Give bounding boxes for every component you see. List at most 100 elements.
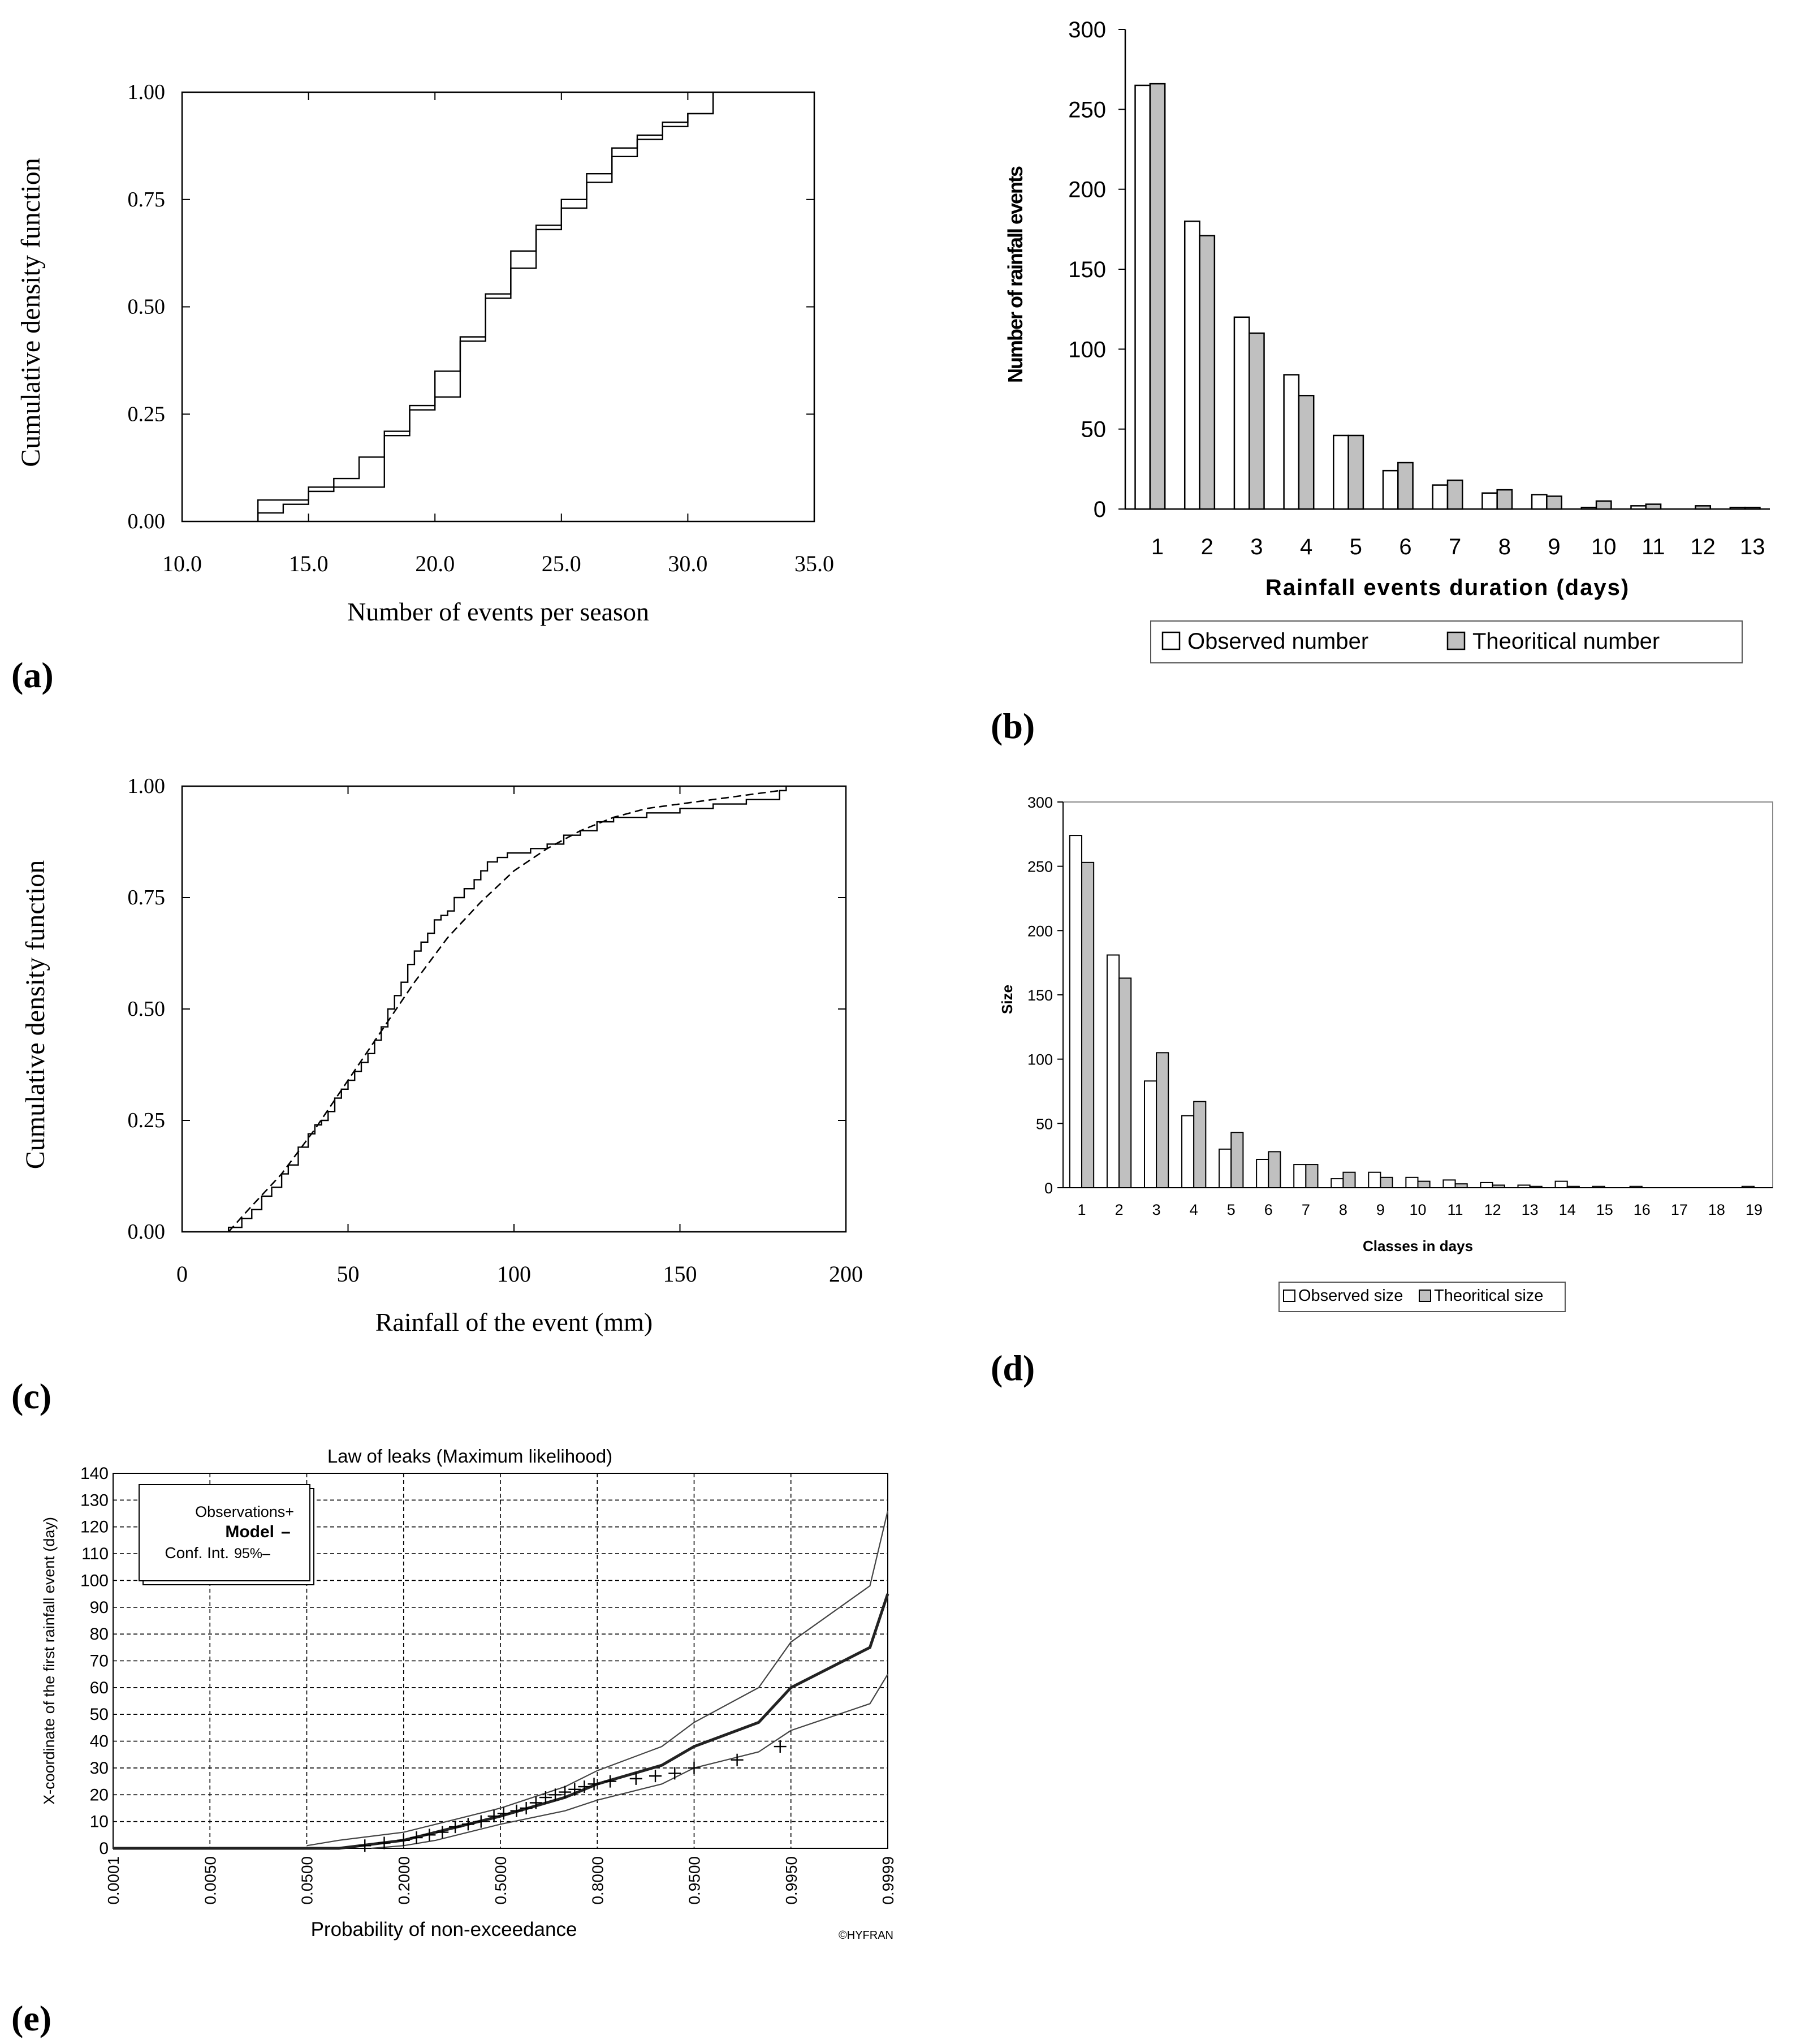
x-tick-label: 15.0	[289, 551, 329, 576]
x-tick-label: 13	[1740, 534, 1765, 559]
bar-theoretical	[1193, 1101, 1207, 1188]
x-tick-label: 10.0	[162, 551, 202, 576]
x-tick-label: 3	[1250, 534, 1263, 559]
bar-observed	[1368, 1171, 1381, 1188]
plot-frame	[181, 91, 815, 523]
y-tick-label: 300	[1027, 794, 1053, 811]
chart-title: Law of leaks (Maximum likelihood)	[327, 1446, 612, 1467]
bar-observed	[1517, 1184, 1531, 1189]
bar-observed	[1592, 1185, 1605, 1188]
bar-observed	[1405, 1176, 1419, 1188]
y-tick-label: 130	[80, 1491, 109, 1510]
legend-label: Observed number	[1187, 629, 1368, 654]
x-tick-label: 15	[1596, 1201, 1613, 1218]
x-axis-label: Number of events per season	[347, 597, 649, 626]
legend-box-inner	[139, 1484, 310, 1581]
x-tick-label: 0.9500	[686, 1856, 703, 1905]
y-tick-label: 0	[99, 1839, 109, 1858]
bar-observed	[1442, 1179, 1456, 1189]
x-axis-label: Classes in days	[1363, 1237, 1473, 1254]
observation-point	[520, 1801, 533, 1814]
observation-point	[529, 1796, 542, 1809]
y-tick-label: 20	[90, 1786, 109, 1804]
bar-theoretical	[1118, 977, 1132, 1188]
x-tick-label: 1	[1151, 534, 1164, 559]
legend-ci-label: Conf. Int.	[165, 1544, 229, 1562]
x-tick-label: 100	[497, 1261, 531, 1287]
cdf-step-line-0	[227, 786, 787, 1232]
x-tick-label: 0.9950	[783, 1856, 800, 1905]
x-tick-label: 0.2000	[395, 1856, 413, 1905]
y-tick-label: 60	[90, 1679, 109, 1697]
y-tick-label: 50	[1081, 417, 1107, 442]
x-tick-label: 0.0001	[105, 1856, 122, 1905]
bar-theoretical	[1446, 479, 1463, 510]
bar-theoretical	[1380, 1176, 1393, 1188]
observation-point	[410, 1831, 423, 1844]
x-tick-label: 0	[176, 1261, 188, 1287]
y-tick-label: 100	[1068, 337, 1106, 362]
observation-point	[436, 1826, 449, 1839]
x-tick-label: 20.0	[415, 551, 455, 576]
observation-point	[358, 1839, 372, 1852]
ci-upper-curve	[306, 1511, 889, 1847]
y-tick-label: 140	[80, 1464, 109, 1483]
x-tick-label: 6	[1264, 1201, 1273, 1218]
legend-observations: Observations+	[195, 1503, 294, 1520]
y-tick-label: 150	[1027, 987, 1053, 1004]
y-tick-label: 50	[1036, 1115, 1053, 1132]
observation-point	[510, 1804, 523, 1817]
panel-label-d: (d)	[991, 1348, 1035, 1388]
observation-point	[449, 1821, 462, 1834]
bar-theoretical	[1595, 500, 1612, 510]
x-tick-label: 8	[1339, 1201, 1347, 1218]
bar-observed	[1106, 954, 1120, 1188]
bar-theoretical	[1645, 503, 1662, 510]
bar-observed	[1233, 316, 1250, 510]
legend-swatch	[1161, 631, 1181, 650]
observation-point	[731, 1753, 744, 1766]
panel-label-c: (c)	[11, 1376, 51, 1416]
x-tick-label: 0.5000	[492, 1856, 509, 1905]
credit-label: ©HYFRAN	[839, 1929, 893, 1942]
bar-theoretical	[1529, 1185, 1543, 1188]
bar-observed	[1331, 1178, 1344, 1189]
x-tick-label: 7	[1449, 534, 1461, 559]
x-tick-label: 10	[1409, 1201, 1426, 1218]
y-tick-label: 0.00	[128, 1220, 166, 1244]
y-tick-label: 1.00	[128, 80, 166, 104]
bar-theoretical	[1347, 434, 1364, 510]
cdf-fitted-dashed-line	[228, 790, 780, 1232]
x-tick-label: 16	[1634, 1201, 1651, 1218]
x-tick-label: 9	[1376, 1201, 1385, 1218]
observation-point	[378, 1836, 391, 1849]
x-axis-label: Rainfall of the event (mm)	[375, 1308, 653, 1336]
x-tick-label: 0.0500	[299, 1856, 316, 1905]
x-tick-label: 17	[1671, 1201, 1688, 1218]
x-tick-label: 3	[1152, 1201, 1161, 1218]
legend-ci-level: 95%–	[234, 1546, 270, 1562]
bar-theoretical	[1496, 489, 1513, 510]
observation-point	[549, 1788, 562, 1801]
x-tick-label: 4	[1190, 1201, 1198, 1218]
bar-observed	[1333, 434, 1349, 510]
y-tick-label: 0.75	[128, 188, 166, 212]
y-tick-label: 0.75	[128, 886, 166, 909]
y-tick-label: 70	[90, 1652, 109, 1671]
ci-lower-curve	[371, 1674, 888, 1849]
legend-model-label: Model	[225, 1523, 274, 1541]
x-tick-label: 0.0050	[201, 1856, 219, 1905]
bar-observed	[1134, 84, 1151, 510]
observation-point	[474, 1815, 487, 1828]
bar-theoretical	[1268, 1151, 1281, 1189]
x-tick-label: 13	[1522, 1201, 1539, 1218]
bar-observed	[1629, 1185, 1643, 1188]
observation-point	[461, 1818, 474, 1831]
x-tick-label: 10	[1591, 534, 1617, 559]
x-tick-label: 5	[1227, 1201, 1236, 1218]
bar-theoretical	[1248, 332, 1265, 510]
bar-theoretical	[1417, 1180, 1431, 1188]
x-axis-label: Rainfall events duration (days)	[1265, 575, 1630, 600]
